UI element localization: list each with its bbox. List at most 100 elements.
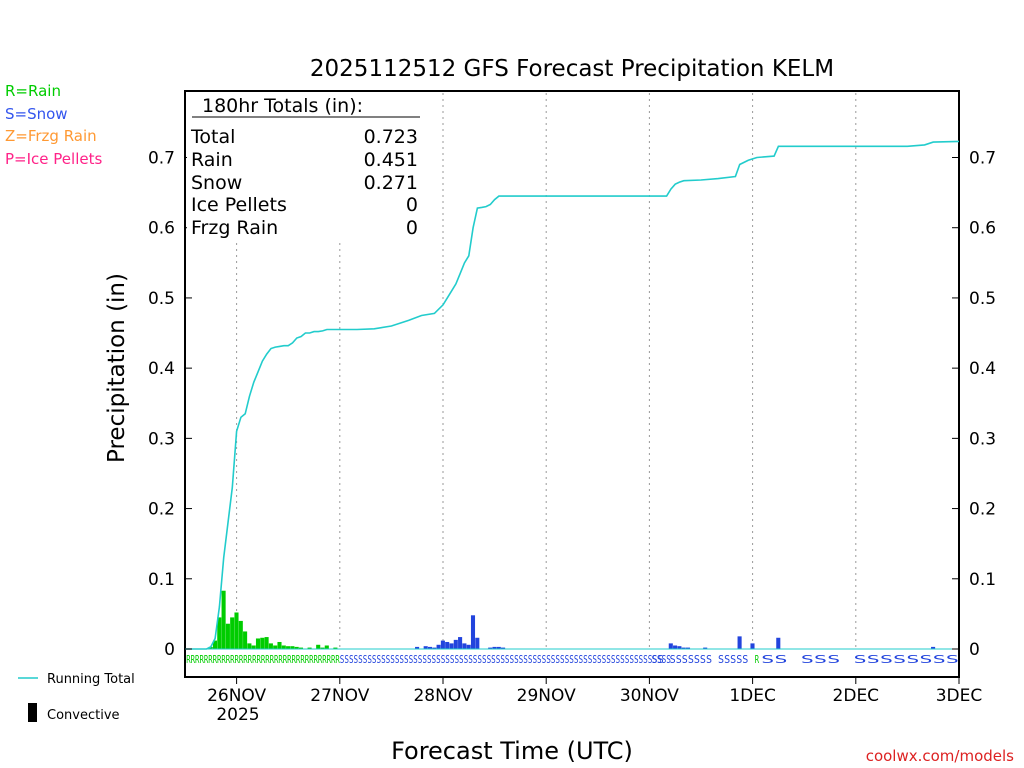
rain-bar bbox=[238, 620, 243, 649]
rain-bar bbox=[221, 590, 226, 649]
rain-bar bbox=[290, 646, 295, 649]
totals-label-frzg-rain: Frzg Rain bbox=[191, 217, 278, 239]
rain-bar bbox=[264, 637, 269, 649]
totals-value-frzg-rain: 0 bbox=[406, 217, 418, 239]
snow-bar bbox=[453, 639, 458, 649]
totals-label-total: Total bbox=[190, 126, 235, 148]
snow-bar bbox=[427, 646, 433, 649]
snow-bar bbox=[436, 644, 441, 649]
x-tick-label: 28NOV bbox=[413, 686, 472, 706]
snow-bar bbox=[750, 643, 755, 649]
rain-bar bbox=[298, 647, 304, 649]
legend-running-total: Running Total bbox=[47, 672, 135, 687]
rain-bar bbox=[260, 637, 265, 649]
ptype-snow-segment: SSSSSSSSSSSSSSSSSSSSSSSSSSSSSSSSSSSSSSSS… bbox=[340, 653, 546, 666]
x-axis: 26NOV 27NOV 28NOV 29NOV 30NOV 1DEC 2DEC 3DEC bbox=[207, 677, 982, 706]
snow-bar bbox=[449, 643, 454, 649]
y-tick-label-left: 0.3 bbox=[148, 429, 175, 449]
rain-bar bbox=[286, 646, 291, 649]
series-legend: Running Total Convective bbox=[18, 672, 135, 723]
precip-type-row: RRRRRRRRRRRRRRRRRRRRRRRRRRRRRRRRRRR SSSSS… bbox=[186, 653, 959, 666]
snow-bar bbox=[445, 641, 450, 649]
running-total-line bbox=[185, 140, 960, 650]
totals-heading: 180hr Totals (in): bbox=[202, 95, 363, 117]
snow-bar bbox=[703, 647, 708, 649]
snow-bar bbox=[423, 646, 428, 649]
snow-bar bbox=[737, 636, 742, 649]
ptype-snow-segment: SSSSSSSSSSSSSSSSSSSSSSSSSSS bbox=[546, 653, 671, 666]
snow-bar bbox=[462, 643, 467, 649]
snow-bar bbox=[415, 646, 420, 649]
legend-ice-pellets: P=Ice Pellets bbox=[5, 150, 102, 168]
y-tick-label-left: 0.1 bbox=[148, 570, 175, 590]
y-tick-label-right: 0.7 bbox=[969, 149, 996, 169]
credit: coolwx.com/models bbox=[866, 747, 1014, 765]
chart-title: 2025112512 GFS Forecast Precipitation KE… bbox=[310, 56, 834, 82]
rain-bar bbox=[294, 646, 299, 649]
totals-value-snow: 0.271 bbox=[364, 172, 418, 194]
y-tick-label-right: 0.2 bbox=[969, 500, 996, 520]
rain-bar bbox=[277, 641, 282, 649]
rain-bar bbox=[230, 617, 235, 649]
totals-value-total: 0.723 bbox=[364, 126, 418, 148]
running-total-series bbox=[185, 140, 960, 650]
y-tick-label-left: 0.7 bbox=[148, 149, 175, 169]
rain-bar bbox=[251, 645, 256, 649]
x-axis-label: Forecast Time (UTC) bbox=[391, 737, 633, 765]
x-tick-label: 3DEC bbox=[936, 686, 983, 706]
x-tick-label: 1DEC bbox=[729, 686, 776, 706]
snow-bar bbox=[466, 644, 471, 649]
snow-bar bbox=[776, 637, 781, 649]
y-tick-label-left: 0.2 bbox=[148, 500, 175, 520]
rain-bar bbox=[255, 638, 261, 649]
rain-bar bbox=[316, 644, 321, 649]
rain-bar bbox=[273, 645, 278, 649]
bar-series bbox=[208, 590, 936, 649]
precip-type-legend: R=Rain S=Snow Z=Frzg Rain P=Ice Pellets bbox=[5, 82, 102, 168]
y-tick-label-right: 0.4 bbox=[969, 359, 996, 379]
x-tick-label: 2DEC bbox=[833, 686, 880, 706]
year-label: 2025 bbox=[216, 705, 259, 725]
y-axis: 0 00.1 0.10.2 0.20.3 0.30.4 0.40.5 0.50.6 0.60.… bbox=[148, 149, 996, 661]
snow-bar bbox=[685, 647, 691, 649]
snow-bar bbox=[496, 646, 501, 649]
totals-label-ice-pellets: Ice Pellets bbox=[191, 194, 287, 216]
snow-bar bbox=[681, 647, 686, 649]
rain-bar bbox=[268, 643, 273, 649]
snow-bar bbox=[501, 647, 506, 649]
y-tick-label-left: 0.6 bbox=[148, 219, 175, 239]
ptype-rain-row: RRRRRRRRRRRRRRRRRRRRRRRRRRRRRRRRRRR bbox=[186, 653, 340, 666]
rain-bar bbox=[217, 617, 222, 649]
snow-bar bbox=[668, 643, 673, 649]
y-tick-label-left: 0.5 bbox=[148, 289, 175, 309]
rain-bar bbox=[333, 647, 338, 649]
rain-bar bbox=[243, 631, 248, 649]
totals-value-rain: 0.451 bbox=[364, 149, 418, 171]
y-tick-label-right: 0.6 bbox=[969, 219, 996, 239]
ptype-snow-segment: SS SSSSSSS SSSSS bbox=[652, 653, 749, 666]
rain-bar bbox=[320, 647, 325, 649]
snow-bar bbox=[673, 645, 678, 649]
snow-bar bbox=[677, 646, 682, 649]
legend-snow: S=Snow bbox=[5, 105, 68, 123]
snow-bar bbox=[492, 646, 497, 649]
snow-bar bbox=[488, 647, 493, 649]
snow-bar bbox=[432, 647, 437, 649]
y-tick-label-right: 0 bbox=[969, 640, 980, 660]
snow-bar bbox=[931, 646, 936, 649]
snow-bar bbox=[470, 615, 476, 649]
totals-box: 180hr Totals (in): Total 0.723 Rain 0.45… bbox=[187, 93, 435, 240]
y-tick-label-right: 0.5 bbox=[969, 289, 996, 309]
y-axis-label: Precipitation (in) bbox=[104, 273, 130, 463]
snow-bar bbox=[458, 637, 463, 649]
legend-convective-swatch bbox=[28, 703, 37, 722]
ptype-snow-segment: SS SSS SSSSSSSS bbox=[761, 653, 959, 666]
x-tick-label: 26NOV bbox=[207, 686, 266, 706]
rain-bar bbox=[307, 647, 312, 649]
rain-bar bbox=[247, 643, 252, 649]
legend-frzg-rain: Z=Frzg Rain bbox=[5, 127, 97, 145]
x-tick-label: 29NOV bbox=[517, 686, 576, 706]
rain-bar bbox=[324, 645, 329, 649]
totals-label-rain: Rain bbox=[191, 149, 233, 171]
legend-convective: Convective bbox=[47, 708, 120, 723]
